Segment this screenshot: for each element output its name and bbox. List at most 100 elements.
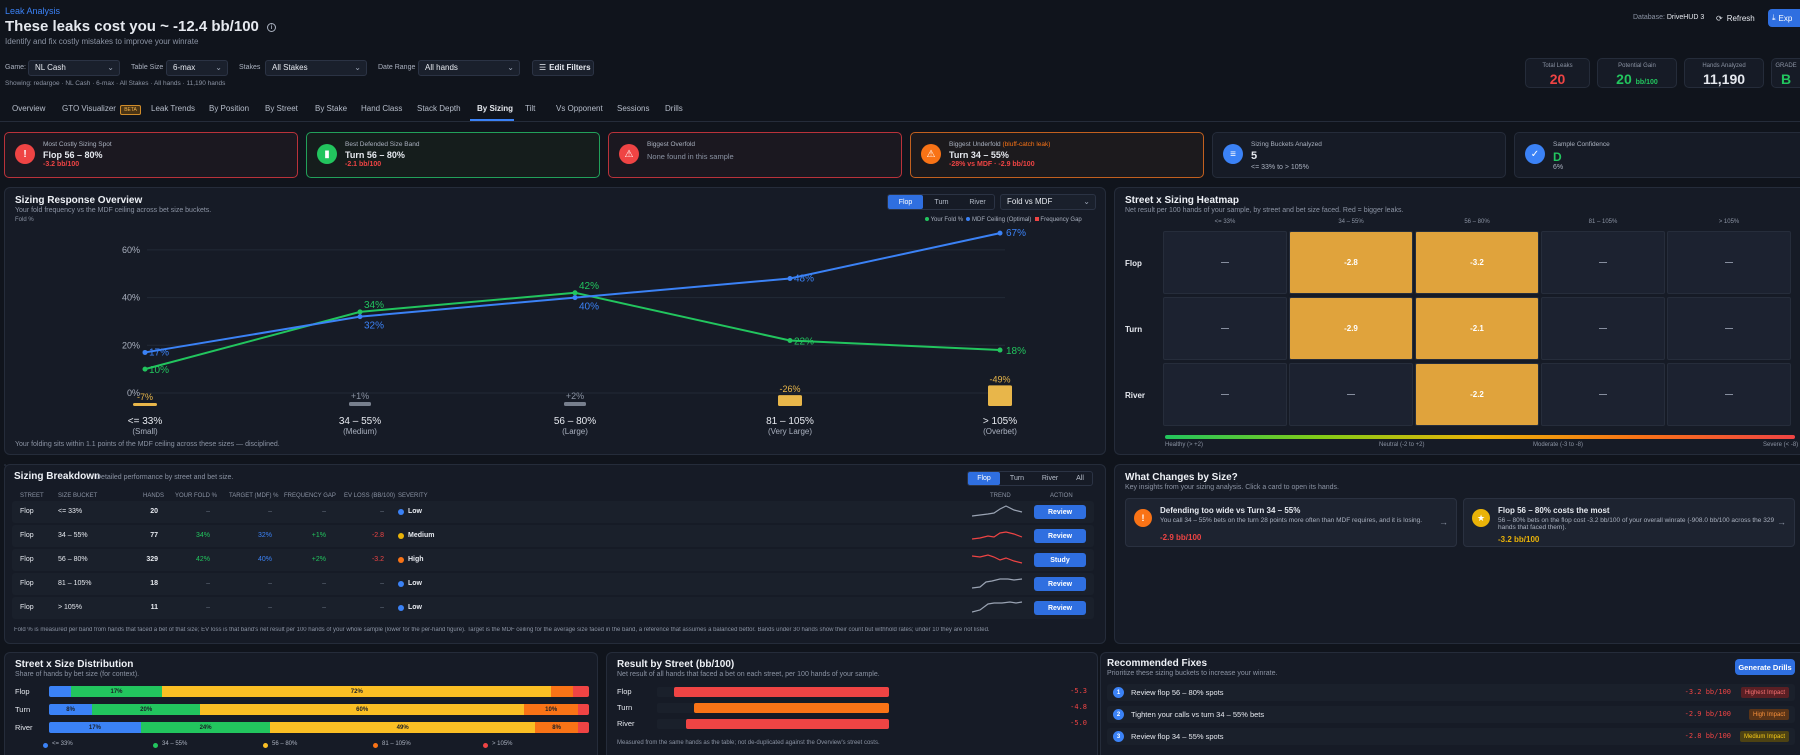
heatmap-cell[interactable]: -3.2 (1415, 231, 1539, 294)
result-bar[interactable] (673, 687, 889, 697)
data-point[interactable] (572, 290, 578, 296)
distribution-segment[interactable]: 8% (535, 722, 579, 733)
data-point[interactable] (572, 295, 578, 301)
summary-card-sample-confidence[interactable]: ✓ Sample Confidence D 6% (1514, 132, 1800, 178)
filter-turn[interactable]: Turn (1009, 475, 1025, 482)
heatmap-cell[interactable]: — (1163, 363, 1287, 426)
heatmap-cell[interactable]: -2.8 (1289, 231, 1413, 294)
tab-gto-visualizer[interactable]: GTO Visualizer BETA (62, 104, 141, 115)
chevron-down-icon: ⌄ (507, 63, 514, 72)
data-point[interactable] (997, 347, 1003, 353)
row-action-button[interactable]: Review (1034, 601, 1086, 615)
heatmap-cell[interactable]: -2.9 (1289, 297, 1413, 360)
tab-hand-class[interactable]: Hand Class (361, 104, 403, 113)
table-row[interactable]: Flop 34 – 55% 77 34% 32% +1% -2.8 Medium Review (12, 525, 1094, 547)
refresh-button[interactable]: ⟳ Refresh (1710, 10, 1761, 26)
heatmap-cell[interactable]: -2.2 (1415, 363, 1539, 426)
fix-row[interactable]: 2 Tighten your calls vs turn 34 – 55% bet… (1107, 706, 1795, 723)
row-action-button[interactable]: Review (1034, 505, 1086, 519)
tab-stack-depth[interactable]: Stack Depth (417, 104, 461, 113)
tab-by-stake[interactable]: By Stake (315, 104, 348, 113)
distribution-segment[interactable]: 17% (70, 686, 163, 697)
distribution-segment[interactable]: 24% (140, 722, 271, 733)
data-point[interactable] (142, 366, 148, 372)
table-row[interactable]: Flop > 105% 11 – – – – Low Review (12, 597, 1094, 619)
edit-filters-button[interactable]: ☰ Edit Filters (532, 60, 594, 76)
distribution-segment[interactable]: 10% (524, 704, 579, 715)
tab-by-position[interactable]: By Position (209, 104, 250, 113)
data-point[interactable] (142, 349, 148, 355)
summary-card-best-defended[interactable]: ▮ Best Defended Size Band Turn 56 – 80% … (306, 132, 600, 178)
distribution-segment[interactable] (572, 686, 589, 697)
insight-card-defending-wide[interactable]: ! Defending too wide vs Turn 34 – 55% Yo… (1125, 498, 1457, 547)
distribution-segment[interactable]: 20% (92, 704, 201, 715)
data-point[interactable] (787, 338, 793, 344)
tab-vs-opponent[interactable]: Vs Opponent (556, 104, 603, 113)
summary-card-biggest-overfold[interactable]: ⚠ Biggest Overfold None found in this sa… (608, 132, 902, 178)
kpi-potential-gain: Potential Gain 20 bb/100 (1597, 58, 1677, 88)
tab-overview[interactable]: Overview (12, 104, 46, 113)
table-row[interactable]: Flop <= 33% 20 – – – – Low Review (12, 501, 1094, 523)
distribution-segment[interactable] (578, 704, 589, 715)
summary-card-buckets-analyzed[interactable]: ≡ Sizing Buckets Analyzed 5 <= 33% to > … (1212, 132, 1506, 178)
game-select[interactable]: NL Cash ⌄ (28, 60, 120, 76)
heatmap-cell[interactable]: — (1667, 297, 1791, 360)
distribution-segment[interactable]: 60% (200, 704, 525, 715)
result-bar[interactable] (686, 719, 889, 729)
table-row[interactable]: Flop 81 – 105% 18 – – – – Low Review (12, 573, 1094, 595)
heatmap-cell[interactable]: — (1667, 363, 1791, 426)
row-action-button[interactable]: Review (1034, 529, 1086, 543)
heatmap-cell[interactable]: — (1163, 297, 1287, 360)
breadcrumb[interactable]: Leak Analysis (5, 6, 61, 16)
distribution-segment[interactable]: 17% (49, 722, 141, 733)
fix-row[interactable]: 1 Review flop 56 – 80% spots -3.2 bb/100 Hi… (1107, 684, 1795, 701)
summary-card-most-costly[interactable]: ! Most Costly Sizing Spot Flop 56 – 80% … (4, 132, 298, 178)
date-range-label: Date Range (378, 64, 416, 71)
filter-all[interactable]: All (1076, 475, 1084, 482)
distribution-segment[interactable]: 72% (162, 686, 552, 697)
result-bar[interactable] (694, 703, 889, 713)
row-action-button[interactable]: Study (1034, 553, 1086, 567)
data-point[interactable] (787, 275, 793, 281)
info-icon[interactable]: i (267, 22, 277, 32)
date-range-select[interactable]: All hands ⌄ (418, 60, 520, 76)
tab-by-sizing[interactable]: By Sizing (477, 104, 514, 113)
fix-row[interactable]: 3 Review flop 34 – 55% spots -2.8 bb/100 Me… (1107, 728, 1795, 745)
heatmap-cell[interactable]: — (1163, 231, 1287, 294)
tab-by-street[interactable]: By Street (265, 104, 298, 113)
data-point[interactable] (997, 230, 1003, 236)
heatmap-cell[interactable]: — (1667, 231, 1791, 294)
insight-card-flop-costs-most[interactable]: ★ Flop 56 – 80% costs the most 56 – 80% … (1463, 498, 1795, 547)
heatmap-cell[interactable]: — (1289, 363, 1413, 426)
row-action-button[interactable]: Review (1034, 577, 1086, 591)
insight-body: You call 34 – 55% bets on the turn 28 po… (1160, 517, 1423, 524)
tab-leak-trends[interactable]: Leak Trends (151, 104, 196, 113)
heatmap-cell[interactable]: — (1541, 297, 1665, 360)
stakes-select[interactable]: All Stakes ⌄ (265, 60, 367, 76)
summary-card-biggest-underfold[interactable]: ⚠ Biggest Underfold (bluff-catch leak) T… (910, 132, 1204, 178)
heatmap-cell[interactable]: — (1541, 363, 1665, 426)
distribution-segment[interactable]: 8% (49, 704, 93, 715)
data-point[interactable] (357, 314, 363, 320)
distribution-segment[interactable] (551, 686, 573, 697)
toggle-flop[interactable]: Flop (888, 195, 923, 209)
data-point[interactable] (357, 309, 363, 315)
mode-select[interactable]: Fold vs MDF ⌄ (1000, 194, 1096, 210)
heatmap-cell[interactable]: — (1541, 231, 1665, 294)
tab-drills[interactable]: Drills (665, 104, 683, 113)
page-subtitle: Identify and fix costly mistakes to impr… (5, 37, 199, 46)
distribution-segment[interactable] (49, 686, 71, 697)
toggle-turn[interactable]: Turn (934, 198, 949, 206)
tab-sessions[interactable]: Sessions (617, 104, 650, 113)
generate-drills-button[interactable]: Generate Drills (1735, 659, 1795, 675)
tab-tilt[interactable]: Tilt (525, 104, 536, 113)
filter-flop[interactable]: Flop (968, 472, 1000, 485)
filter-river[interactable]: River (1041, 475, 1059, 482)
heatmap-cell[interactable]: -2.1 (1415, 297, 1539, 360)
distribution-segment[interactable]: 49% (270, 722, 535, 733)
table-size-select[interactable]: 6-max ⌄ (166, 60, 228, 76)
export-button[interactable]: ⤓ Exp (1768, 9, 1800, 27)
distribution-segment[interactable] (578, 722, 589, 733)
toggle-river[interactable]: River (969, 198, 986, 206)
table-row[interactable]: Flop 56 – 80% 329 42% 40% +2% -3.2 High Study (12, 549, 1094, 571)
